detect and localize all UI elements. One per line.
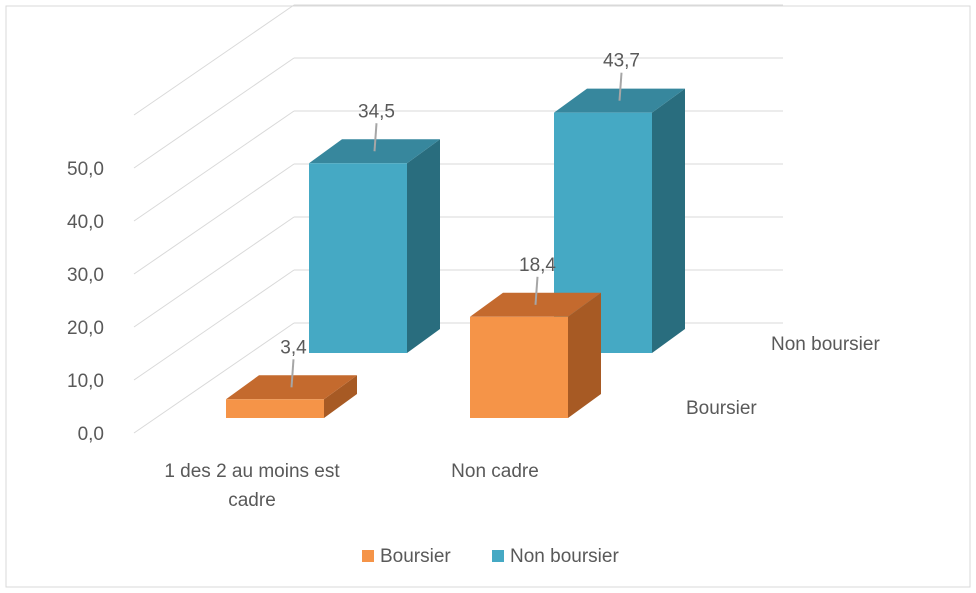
gridline-diagonal-3 xyxy=(133,163,295,275)
data-label-leader-series0-cat1 xyxy=(534,276,539,305)
data-label-series1-cat0: 34,5 xyxy=(358,101,395,122)
bar-side-series0-cat0 xyxy=(324,375,357,418)
gridline-diagonal-1 xyxy=(133,269,295,381)
legend: Boursier Non boursier xyxy=(362,546,619,567)
legend-label-1: Non boursier xyxy=(510,546,619,567)
bar-front-series1-cat0 xyxy=(309,163,407,353)
bar-side-series0-cat1 xyxy=(568,292,601,418)
depth-axis-label-1: Non boursier xyxy=(771,334,880,355)
y-tick-label-2: 20,0 xyxy=(67,318,104,339)
legend-swatch-1 xyxy=(492,550,504,562)
y-tick-label-5: 50,0 xyxy=(67,159,104,180)
legend-label-0: Boursier xyxy=(380,546,451,567)
category-label-0-line-0: 1 des 2 au moins est xyxy=(164,461,340,482)
data-label-leader-series0-cat0 xyxy=(290,359,295,388)
depth-axis-labels: Boursier Non boursier xyxy=(686,334,880,419)
y-axis-ticks: 0,0 10,0 20,0 30,0 40,0 50,0 xyxy=(67,159,104,445)
bar-front-series0-cat0 xyxy=(226,399,324,418)
chart-border xyxy=(5,5,971,588)
gridline-diagonal-6 xyxy=(133,4,295,116)
y-tick-label-1: 10,0 xyxy=(67,371,104,392)
depth-axis-label-0: Boursier xyxy=(686,398,757,419)
y-tick-label-4: 40,0 xyxy=(67,212,104,233)
bar-side-series1-cat1 xyxy=(652,88,685,354)
data-label-series0-cat0: 3,4 xyxy=(280,337,307,358)
data-label-leader-series1-cat1 xyxy=(618,72,623,101)
data-label-series1-cat1: 43,7 xyxy=(603,51,640,72)
y-tick-label-3: 30,0 xyxy=(67,265,104,286)
data-labels-layer: 34,5 43,7 3,4 18,4 xyxy=(280,51,640,388)
bar-side-series1-cat0 xyxy=(407,139,440,353)
y-tick-label-0: 0,0 xyxy=(78,424,104,445)
category-label-0-line-1: cadre xyxy=(228,490,276,511)
gridline-diagonal-4 xyxy=(133,110,295,222)
bar-front-series0-cat1 xyxy=(470,316,568,418)
category-labels-layer: 1 des 2 au moins est cadre Non cadre xyxy=(164,461,539,511)
data-label-leader-series1-cat0 xyxy=(373,123,378,152)
legend-swatch-0 xyxy=(362,550,374,562)
data-label-series0-cat1: 18,4 xyxy=(519,255,556,276)
category-label-1-line-0: Non cadre xyxy=(451,461,539,482)
gridline-diagonal-2 xyxy=(133,216,295,328)
gridline-diagonal-0 xyxy=(133,322,295,434)
gridline-diagonal-5 xyxy=(133,57,295,169)
